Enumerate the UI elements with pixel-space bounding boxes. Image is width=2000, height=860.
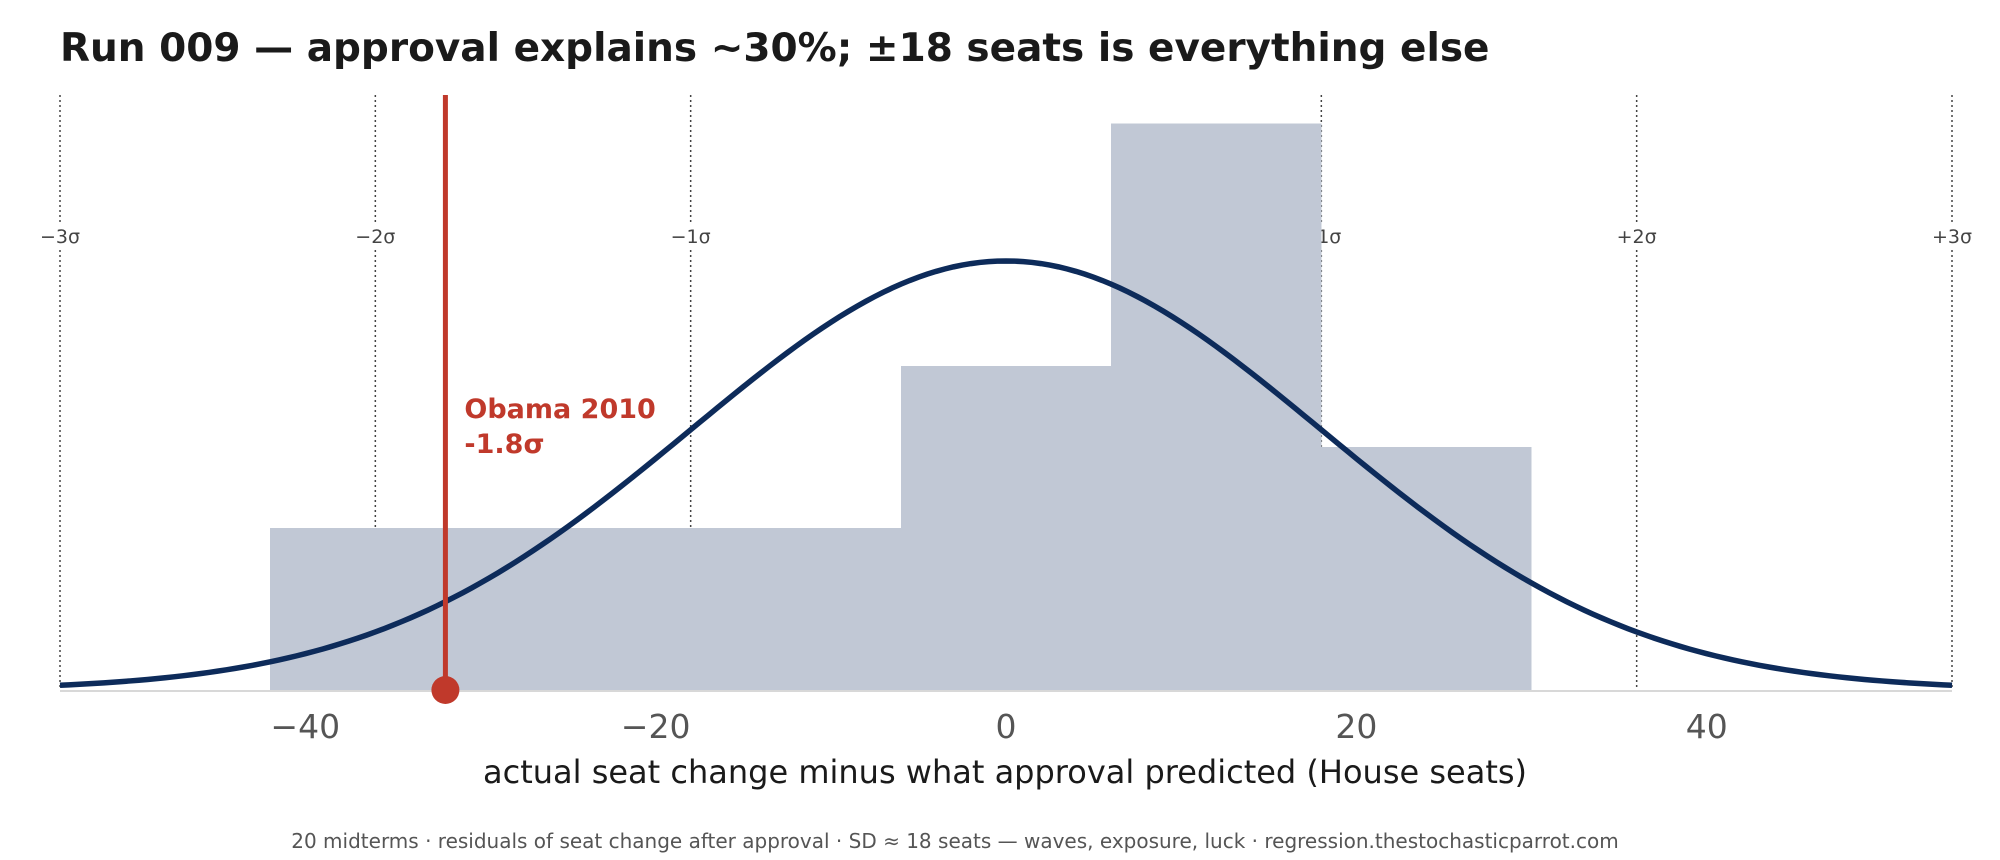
sigma-label-2: −1σ <box>671 226 711 248</box>
sigma-label-bg-0 <box>36 222 84 248</box>
sigma-label-bg-2 <box>666 222 715 248</box>
sigma-label-5: +3σ <box>1932 226 1972 248</box>
sigma-label-1: −2σ <box>355 226 395 248</box>
x-tick-labels-group: −40 −20 0 20 40 <box>270 707 1727 746</box>
annotation-label: Obama 2010 <box>464 394 655 425</box>
x-tick-label-2: 0 <box>996 707 1017 746</box>
sigma-label-bg-1 <box>351 222 400 248</box>
normal-curve-line <box>59 258 1953 688</box>
sigma-label-0: −3σ <box>40 226 80 248</box>
x-tick-label-0: −40 <box>270 707 340 746</box>
sigma-label-4: +2σ <box>1617 226 1657 248</box>
x-axis-label: actual seat change minus what approval p… <box>483 753 1527 791</box>
histogram-bar-4 <box>1111 123 1322 691</box>
sigma-label-bg-5 <box>1928 222 1976 248</box>
histogram-bar-0 <box>270 528 481 690</box>
annotation-group: Obama 2010 -1.8σ <box>431 95 656 704</box>
histogram-group <box>270 123 1532 691</box>
histogram-bar-5 <box>1321 447 1532 690</box>
x-tick-label-4: 40 <box>1686 707 1728 746</box>
histogram-bar-3 <box>900 366 1112 690</box>
histogram-bar-2 <box>690 528 901 690</box>
histogram-bar-1 <box>480 528 691 690</box>
annotation-sigma: -1.8σ <box>464 429 544 460</box>
x-tick-label-3: 20 <box>1335 707 1377 746</box>
chart-title: Run 009 — approval explains ~30%; ±18 se… <box>60 26 1490 71</box>
x-tick-label-1: −20 <box>621 707 691 746</box>
obama-2010-marker-dot <box>431 676 460 704</box>
sigma-label-bg-4 <box>1612 222 1661 248</box>
footer-note: 20 midterms · residuals of seat change a… <box>291 829 1618 853</box>
